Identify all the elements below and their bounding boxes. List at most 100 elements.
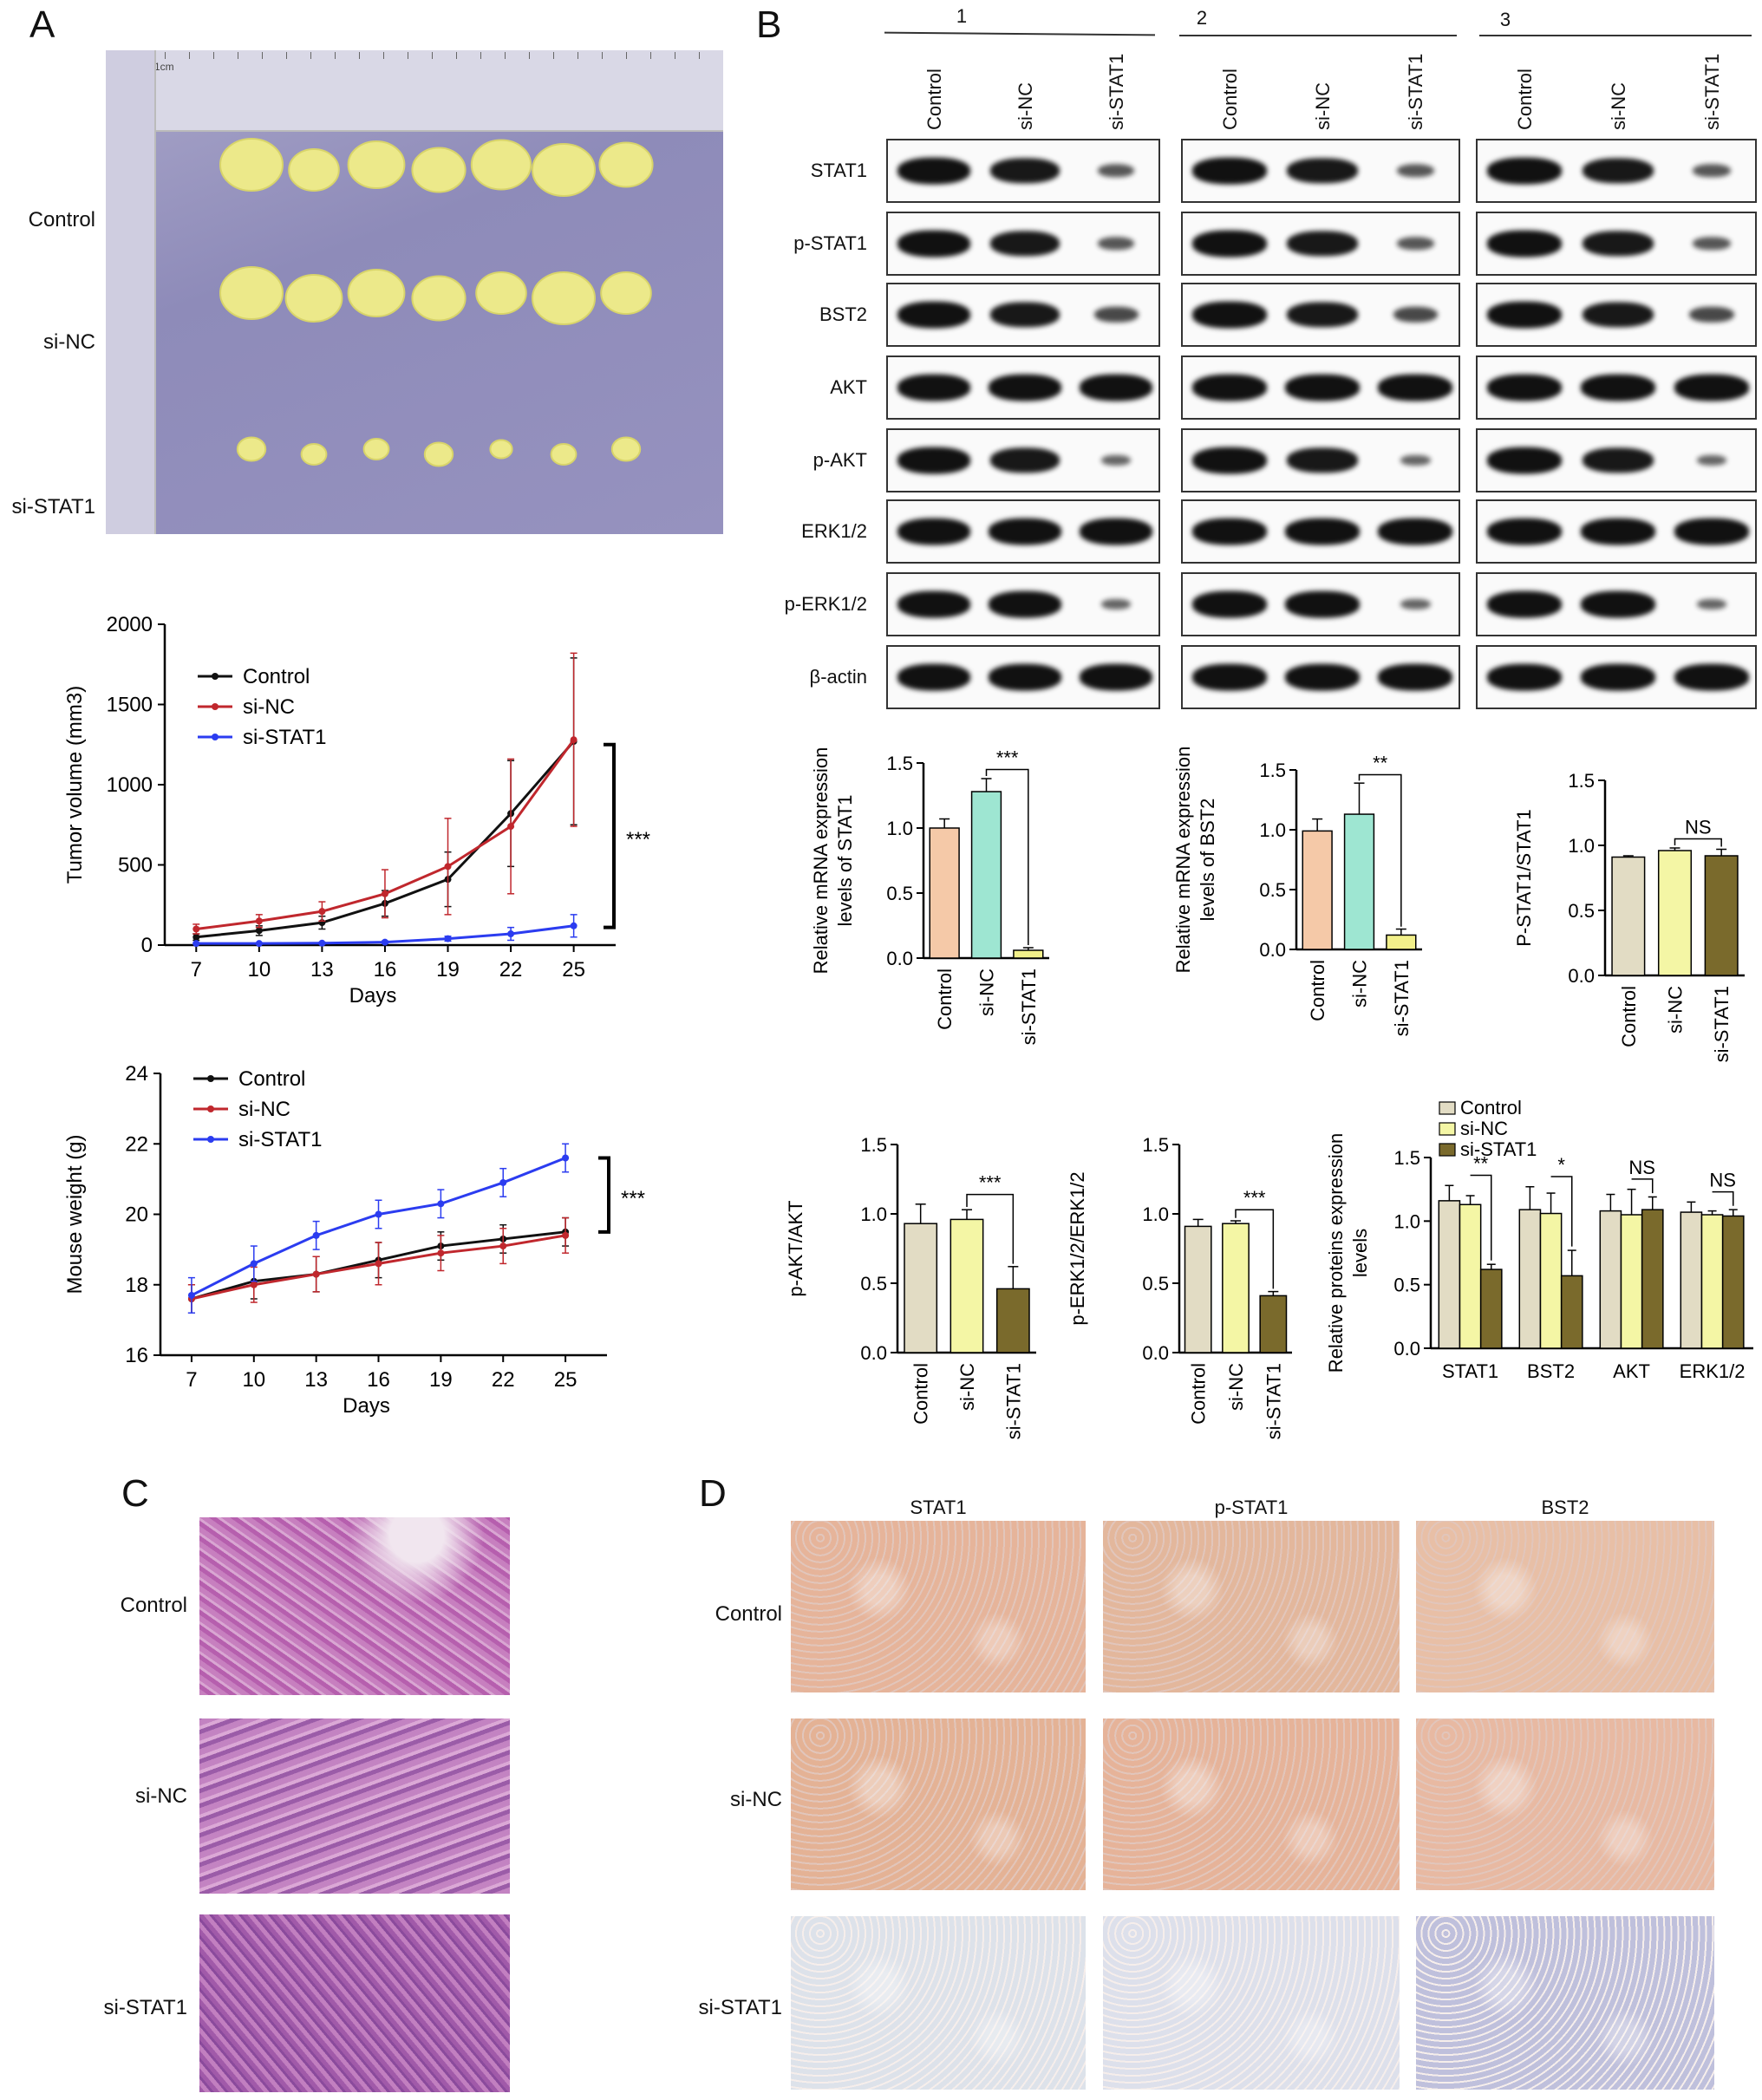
x-tick-label: si-STAT1 [1263,1363,1284,1439]
ihc-image [1103,1916,1400,2090]
legend-swatch [1439,1122,1456,1136]
tumor [411,147,467,193]
tumor [550,443,578,466]
y-axis-label: P-STAT1/STAT1 [1513,809,1535,947]
x-tick-label: si-NC [1665,986,1687,1034]
blot-strip [1181,428,1460,492]
ihc-image [791,1718,1086,1890]
y-axis-label: p-ERK1/2/ERK1/2 [1067,1171,1088,1325]
bar [950,1218,984,1353]
x-tick-label: Control [1188,1363,1210,1425]
bar [1657,850,1693,976]
blot-band [988,518,1062,545]
x-tick-label: 10 [247,958,271,982]
blot-band [1191,663,1267,691]
blot-band [1191,590,1267,618]
blot-strip [1476,499,1757,564]
blot-row-label: AKT [830,376,867,398]
x-axis-label: Days [343,1394,390,1418]
bar [1611,856,1646,976]
blot-strip [886,645,1160,709]
y-axis-label: Tumor volume (mm3) [63,686,87,884]
ruler: 1cm [106,50,723,132]
significance-bracket [1550,1176,1573,1247]
significance-bracket [598,1156,610,1234]
y-tick-label: 1.0 [886,818,913,839]
bar [1343,813,1375,950]
replicate-2-line [1179,35,1457,36]
y-tick-label: 18 [125,1274,148,1297]
x-axis-label: Days [349,984,397,1008]
bar [995,1288,1030,1353]
legend-marker [212,673,219,680]
blot-band [1285,518,1360,545]
x-tick-label: si-NC [956,1363,978,1411]
y-tick-label: 1.5 [886,753,913,774]
tumor [219,266,284,320]
lane-label: Control [923,68,945,130]
x-tick-label: AKT [1613,1360,1650,1382]
ruler-vertical [106,50,156,534]
data-point [250,1281,258,1288]
bar [1459,1203,1482,1349]
blot-strip [1476,212,1757,276]
data-point [312,1270,320,1278]
blot-strip [1181,645,1460,709]
blot-band [1486,663,1563,691]
y-axis-label: Relative mRNA expression [810,747,832,975]
tumor [219,138,284,192]
tumor [347,140,406,189]
blot-row-label: BST2 [819,303,867,325]
bar [1518,1209,1542,1349]
y-axis-label: p-AKT/AKT [785,1200,806,1296]
tumor [532,143,596,197]
y-tick-label: 0.0 [1142,1342,1169,1364]
data-point [318,908,326,916]
x-tick-label: ERK1/2 [1680,1360,1746,1382]
blot-band [1580,663,1656,691]
perk-ratio-chart: 0.0 0.5 1.0 1.5 p-ERK1/2/ERK1/2 Control si-NC s… [1067,1134,1292,1439]
blot-strip [1181,499,1460,564]
blot-band [897,301,970,329]
blot-row-label: p-STAT1 [793,232,867,254]
data-point [437,1200,445,1208]
x-tick-label: 19 [429,1368,453,1392]
significance-bracket [985,768,1029,945]
protein-expression-chart: 0.0 0.5 1.0 1.5 Relative proteins expression… [1325,1097,1753,1382]
bar [1704,855,1739,976]
legend-marker [207,1105,214,1112]
data-point [381,890,388,897]
y-tick-label: 16 [125,1344,148,1367]
data-point [193,933,200,941]
data-point [570,922,578,929]
photo-row-sinc: si-NC [43,330,95,354]
panel-label-d: D [699,1472,727,1515]
y-tick-label: 0.0 [1393,1338,1420,1360]
bar [1184,1225,1212,1353]
legend-swatch [1439,1101,1456,1115]
significance-bracket [966,1193,1015,1264]
y-axis-label: Relative proteins expression [1325,1133,1347,1373]
blot-band [1486,374,1563,401]
data-point [562,1154,570,1162]
blot-strip [1476,428,1757,492]
y-tick-label: 1.0 [860,1203,887,1225]
blot-band [1287,302,1358,328]
bar [1539,1212,1563,1349]
blot-band [1400,454,1431,466]
y-axis-label: levels [1349,1229,1371,1277]
blot-strip [886,428,1160,492]
data-point [375,1260,382,1268]
blot-band [1674,663,1750,691]
tumor [284,274,343,323]
replicate-1-line [884,31,1156,36]
he-image-sistat1 [199,1914,510,2092]
y-tick-label: 0.5 [1393,1275,1420,1296]
tumor [610,436,642,462]
blot-strip [1476,283,1757,347]
blot-band [1191,447,1267,474]
legend-label: Control [1460,1097,1522,1118]
data-point [507,823,515,831]
significance-label: *** [626,828,650,851]
legend-swatch [1439,1143,1456,1157]
